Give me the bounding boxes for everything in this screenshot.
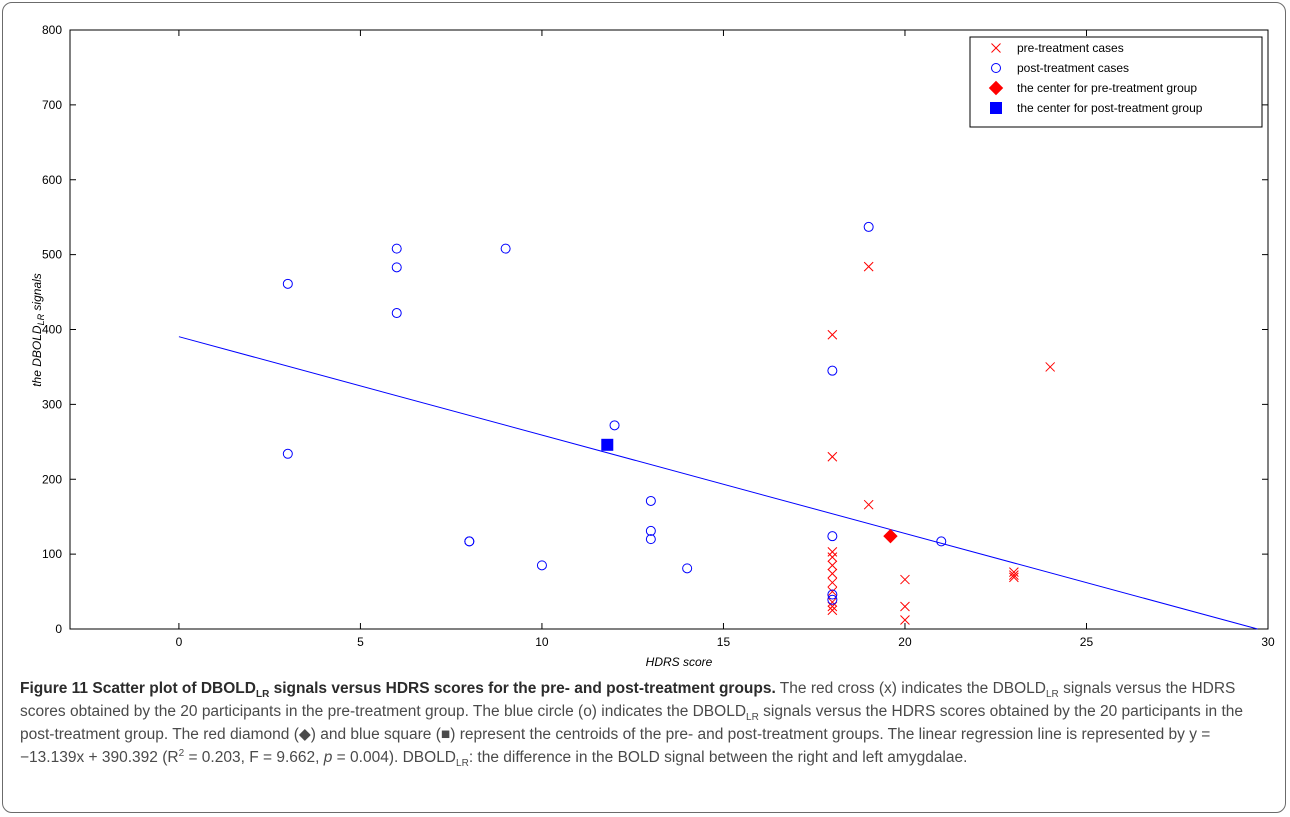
y-tick-label: 300 bbox=[42, 397, 62, 411]
post-treatment-centroid bbox=[602, 439, 613, 450]
legend-label-4: the center for post-treatment group bbox=[1017, 101, 1203, 115]
y-tick-label: 100 bbox=[42, 547, 62, 561]
figure-caption: Figure 11 Scatter plot of DBOLDLR signal… bbox=[20, 677, 1275, 769]
x-tick-label: 15 bbox=[717, 635, 731, 649]
legend-label-2: post-treatment cases bbox=[1017, 61, 1129, 75]
x-tick-label: 25 bbox=[1080, 635, 1094, 649]
x-axis-label: HDRS score bbox=[646, 655, 713, 669]
y-tick-label: 500 bbox=[42, 248, 62, 262]
y-tick-label: 600 bbox=[42, 173, 62, 187]
legend-marker-4 bbox=[991, 103, 1002, 114]
x-tick-label: 5 bbox=[357, 635, 364, 649]
x-tick-label: 10 bbox=[535, 635, 549, 649]
y-tick-label: 700 bbox=[42, 98, 62, 112]
x-tick-label: 30 bbox=[1261, 635, 1275, 649]
y-tick-label: 0 bbox=[55, 622, 62, 636]
y-tick-label: 800 bbox=[42, 23, 62, 37]
caption-title: Figure 11 Scatter plot of DBOLDLR signal… bbox=[20, 680, 776, 697]
x-tick-label: 20 bbox=[898, 635, 912, 649]
legend: pre-treatment cases post-treatment cases t… bbox=[970, 37, 1262, 127]
y-tick-label: 200 bbox=[42, 472, 62, 486]
legend-label-3: the center for pre-treatment group bbox=[1017, 81, 1197, 95]
legend-label-1: pre-treatment cases bbox=[1017, 41, 1124, 55]
y-axis-label: the DBOLDLR signals bbox=[30, 273, 46, 387]
x-tick-label: 0 bbox=[176, 635, 183, 649]
